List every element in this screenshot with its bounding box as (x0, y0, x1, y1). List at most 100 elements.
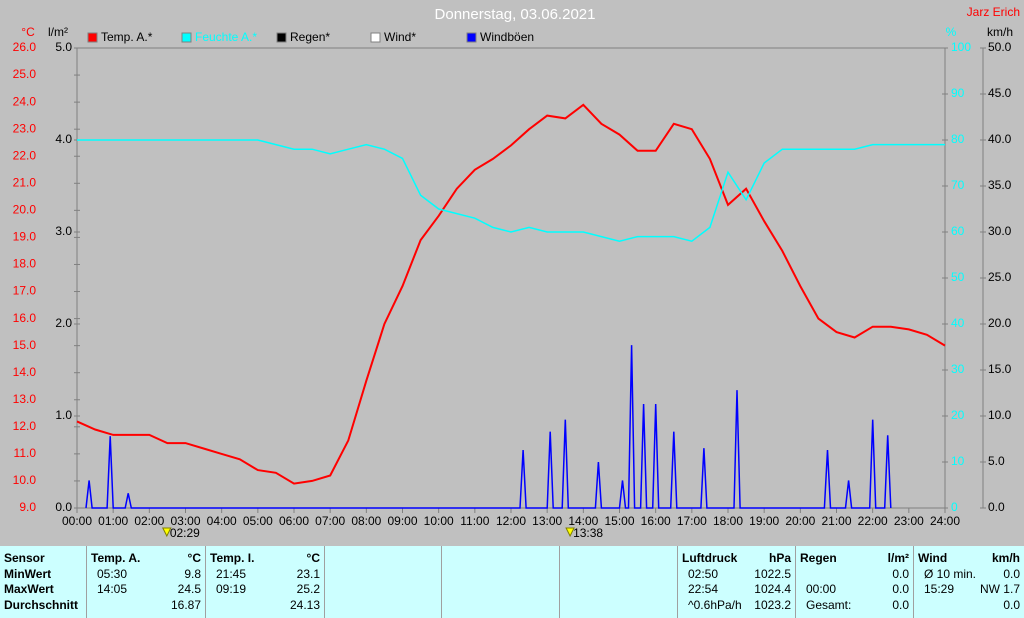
x-tick-label: 00:00 (62, 514, 92, 528)
y-tick-label: 10 (951, 454, 965, 468)
y-tick-label: 30.0 (988, 224, 1012, 238)
row-label: MaxWert (4, 582, 54, 596)
stat-row: ^0.6hPa/h 1023.2 (678, 598, 795, 614)
row-labels: Sensor MinWert MaxWert Durchschnitt (0, 546, 86, 618)
y-tick-label: 15.0 (13, 338, 37, 352)
panel-unit: hPa (768, 551, 791, 565)
y-tick-label: 15.0 (988, 362, 1012, 376)
panel-unit: °C (306, 551, 320, 565)
stat-value: 1024.4 (754, 582, 791, 596)
stat-value: 23.1 (296, 566, 320, 581)
x-tick-label: 02:00 (134, 514, 164, 528)
stat-time: 02:50 (688, 566, 719, 581)
y-tick-label: 20.0 (988, 316, 1012, 330)
legend-label: Feuchte A.* (195, 30, 257, 44)
marker-icon (565, 527, 575, 538)
legend-label: Regen* (290, 30, 330, 44)
x-tick-label: 24:00 (930, 514, 960, 528)
stat-time: 15:29 (924, 582, 955, 596)
panel-header: Wind km/h (914, 551, 1024, 567)
y-tick-label: 90 (951, 86, 965, 100)
panel-unit: l/m² (887, 551, 909, 565)
legend-label: Wind* (384, 30, 416, 44)
x-tick-label: 09:00 (387, 514, 417, 528)
y-tick-label: 25.0 (13, 67, 37, 81)
stat-row: 00:00 0.0 (796, 582, 913, 598)
y-tick-label: 9.0 (19, 500, 36, 514)
stat-time: Gesamt: (806, 597, 852, 612)
x-tick-label: 05:00 (243, 514, 273, 528)
empty-panel (324, 546, 442, 618)
stat-row: 15:29 NW 1.7 (914, 582, 1024, 598)
y-tick-label: 10.0 (13, 473, 37, 487)
x-tick-label: 13:00 (532, 514, 562, 528)
stat-value: 25.2 (296, 582, 320, 596)
marker-icon (162, 527, 172, 538)
stat-panel: Temp. A. °C 05:30 9.8 14:05 24.5 16.87 (86, 546, 205, 618)
y-tick-label: 26.0 (13, 40, 37, 54)
panel-name: Wind (918, 551, 948, 565)
axis-label: °C (21, 25, 35, 39)
y-tick-label: 2.0 (55, 316, 72, 330)
y-tick-label: 40 (951, 316, 965, 330)
row-label: Sensor (4, 551, 45, 565)
x-tick-label: 21:00 (821, 514, 851, 528)
blank (91, 598, 97, 614)
x-tick-label: 03:00 (170, 514, 200, 528)
x-tick-label: 17:00 (677, 514, 707, 528)
x-tick-label: 22:00 (858, 514, 888, 528)
stat-time: 00:00 (806, 582, 837, 596)
annotation: 13:38 (573, 526, 603, 540)
stat-row: 05:30 9.8 (87, 567, 205, 583)
stat-value: 0.0 (892, 582, 909, 596)
y-tick-label: 45.0 (988, 86, 1012, 100)
y-tick-label: 23.0 (13, 121, 37, 135)
stat-row: 0.0 (796, 567, 913, 583)
y-tick-label: 60 (951, 224, 965, 238)
stat-time: 09:19 (216, 582, 247, 596)
series-line (76, 103, 946, 485)
stat-row: 24.13 (206, 598, 324, 614)
stat-time: 22:54 (688, 582, 719, 596)
stat-row: 14:05 24.5 (87, 582, 205, 598)
stats-table: Sensor MinWert MaxWert Durchschnitt Temp. A.… (0, 546, 1024, 618)
y-tick-label: 3.0 (55, 224, 72, 238)
stat-value: 24.5 (177, 582, 201, 596)
y-tick-label: 12.0 (13, 419, 37, 433)
series-line (85, 345, 892, 509)
stat-row: 0.0 (914, 598, 1024, 614)
y-tick-label: 35.0 (988, 178, 1012, 192)
y-tick-label: 14.0 (13, 365, 37, 379)
x-tick-label: 04:00 (207, 514, 237, 528)
stat-value: 0.0 (1003, 597, 1020, 612)
panel-name: Luftdruck (682, 551, 738, 565)
blank (210, 598, 216, 614)
stat-row: 22:54 1024.4 (678, 582, 795, 598)
x-tick-label: 23:00 (894, 514, 924, 528)
stat-panel: Regen l/m² 0.0 00:00 0.0 Gesamt: 0.0 (795, 546, 913, 618)
stat-row: 21:45 23.1 (206, 567, 324, 583)
stat-row: Gesamt: 0.0 (796, 598, 913, 614)
y-tick-label: 50 (951, 270, 965, 284)
stat-time: 05:30 (97, 566, 128, 581)
y-tick-label: 80 (951, 132, 965, 146)
panel-unit: km/h (991, 551, 1020, 565)
stat-panel: Temp. I. °C 21:45 23.1 09:19 25.2 24.13 (205, 546, 324, 618)
panel-header: Temp. I. °C (206, 551, 324, 567)
empty-panel (441, 546, 559, 618)
axis-label: km/h (987, 25, 1013, 39)
author: Jarz Erich (967, 5, 1020, 19)
axis-label: % (946, 25, 957, 39)
plot-frame (76, 47, 946, 509)
stat-row: Ø 10 min. 0.0 (914, 567, 1024, 583)
empty-panel (559, 546, 677, 618)
panel-name: Temp. I. (210, 551, 255, 565)
y-tick-label: 30 (951, 362, 965, 376)
stat-panel: Wind km/h Ø 10 min. 0.0 15:29 NW 1.7 0.0 (913, 546, 1024, 618)
x-tick-label: 11:00 (460, 514, 489, 528)
panel-header: Regen l/m² (796, 551, 913, 567)
stat-time: ^0.6hPa/h (688, 597, 742, 612)
x-tick-label: 10:00 (424, 514, 454, 528)
y-tick-label: 0 (951, 500, 958, 514)
